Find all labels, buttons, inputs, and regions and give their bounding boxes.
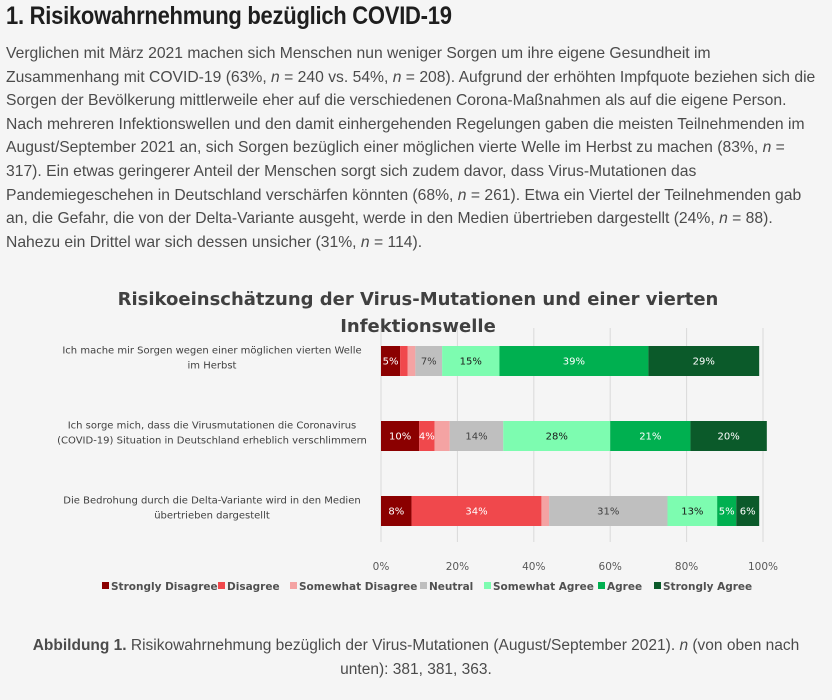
- data-label: 6%: [740, 507, 756, 518]
- caption-text-run: Abbildung 1.: [32, 637, 127, 654]
- legend-swatch: [218, 582, 225, 589]
- figure-caption: Abbildung 1. Risikowahrnehmung bezüglich…: [10, 634, 822, 682]
- data-label: 4%: [419, 432, 435, 443]
- intro-text-run: n: [457, 186, 467, 204]
- intro-text-run: = 114).: [369, 233, 423, 251]
- data-label: 15%: [460, 357, 482, 368]
- intro-text-run: n: [392, 68, 402, 86]
- legend-label: Somewhat Disagree: [299, 581, 417, 593]
- legend-label: Neutral: [429, 581, 473, 593]
- page-heading: 1. Risikowahrnehmung bezüglich COVID-19: [6, 2, 452, 30]
- intro-paragraph: Verglichen mit März 2021 machen sich Men…: [6, 42, 824, 254]
- data-label: 5%: [383, 357, 399, 368]
- bar-segment: [541, 496, 550, 526]
- data-label: 20%: [718, 432, 740, 443]
- data-label: 14%: [465, 432, 487, 443]
- bar-segment: [503, 421, 611, 451]
- caption-text-run: n: [679, 637, 689, 654]
- category-label: Ich sorge mich, dass die Virusmutationen…: [68, 421, 357, 432]
- legend-swatch: [598, 582, 605, 589]
- bar-segment: [415, 346, 443, 376]
- stacked-bar-chart: Risikoeinschätzung der Virus-Mutationen …: [57, 289, 778, 593]
- bar-segment: [400, 346, 408, 376]
- chart-title: Infektionswelle: [340, 316, 496, 337]
- bar-segment: [442, 346, 500, 376]
- intro-text-run: n: [762, 139, 772, 157]
- bar-segment: [449, 421, 504, 451]
- bar-segment: [381, 421, 420, 451]
- x-tick-label: 60%: [599, 561, 622, 573]
- data-label: 13%: [681, 507, 703, 518]
- data-label: 31%: [597, 507, 619, 518]
- intro-text-run: n: [360, 233, 370, 251]
- intro-text-run: = 261). Etwa ein Viertel der Teilnehmend…: [6, 186, 802, 228]
- caption-text-run: Risikowahrnehmung bezüglich der Virus-Mu…: [126, 637, 680, 654]
- bar-segment: [381, 346, 401, 376]
- data-label: 10%: [389, 432, 411, 443]
- intro-text-run: = 240 vs. 54%,: [279, 68, 393, 86]
- x-tick-label: 40%: [522, 561, 545, 573]
- legend-swatch: [654, 582, 661, 589]
- legend-label: Somewhat Agree: [493, 581, 594, 593]
- category-label: übertrieben dargestellt: [154, 511, 270, 522]
- bar-segment: [717, 496, 737, 526]
- x-tick-label: 20%: [446, 561, 469, 573]
- legend-label: Disagree: [227, 581, 280, 593]
- bar-segment: [610, 421, 691, 451]
- legend-label: Strongly Disagree: [111, 581, 218, 593]
- intro-text-run: n: [271, 68, 280, 86]
- data-label: 21%: [639, 432, 661, 443]
- bar-segment: [736, 496, 760, 526]
- caption-text-run: (von oben nach unten): 381, 381, 363.: [340, 637, 800, 678]
- data-label: 7%: [421, 357, 437, 368]
- intro-text-run: Verglichen mit März 2021 machen sich Men…: [6, 45, 711, 86]
- intro-text-run: = 317). Ein etwas geringerer Anteil der …: [6, 139, 785, 204]
- legend-label: Agree: [607, 581, 642, 593]
- intro-text-run: n: [719, 210, 728, 228]
- bar-segment: [690, 421, 767, 451]
- bar-segment: [407, 346, 416, 376]
- category-label: Ich mache mir Sorgen wegen einer möglich…: [62, 346, 361, 357]
- bar-segment: [411, 496, 542, 526]
- data-label: 28%: [546, 432, 568, 443]
- category-label: (COVID-19) Situation in Deutschland erhe…: [57, 436, 367, 447]
- category-label: Die Bedrohung durch die Delta-Variante w…: [63, 496, 360, 507]
- bar-segment: [499, 346, 649, 376]
- intro-text-run: = 88). Nahezu ein Drittel war sich desse…: [6, 210, 773, 251]
- chart-title: Risikoeinschätzung der Virus-Mutationen …: [118, 289, 719, 310]
- data-label: 5%: [719, 507, 735, 518]
- x-tick-label: 100%: [748, 561, 778, 573]
- legend-swatch: [290, 582, 297, 589]
- bar-segment: [648, 346, 760, 376]
- x-tick-label: 0%: [373, 561, 390, 573]
- legend-swatch: [484, 582, 491, 589]
- bar-segment: [381, 496, 412, 526]
- legend-label: Strongly Agree: [663, 581, 752, 593]
- intro-text-run: = 208). Aufgrund der erhöhten Impfquote …: [6, 68, 816, 157]
- data-label: 34%: [465, 507, 487, 518]
- bar-segment: [419, 421, 435, 451]
- legend-swatch: [420, 582, 427, 589]
- bar-segment: [667, 496, 718, 526]
- x-tick-label: 80%: [675, 561, 698, 573]
- legend-swatch: [102, 582, 109, 589]
- category-label: im Herbst: [188, 361, 237, 372]
- bar-segment: [549, 496, 668, 526]
- data-label: 39%: [563, 357, 585, 368]
- bar-segment: [434, 421, 450, 451]
- data-label: 8%: [388, 507, 404, 518]
- data-label: 29%: [693, 357, 715, 368]
